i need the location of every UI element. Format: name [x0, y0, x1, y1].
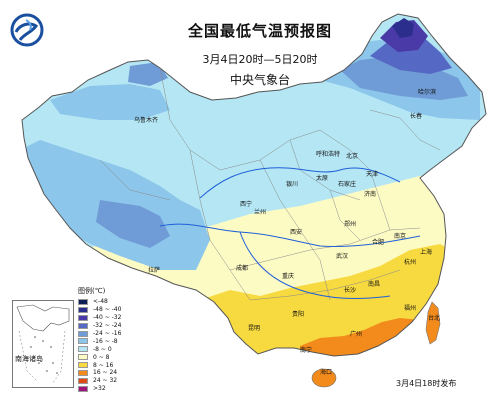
city-taiyuan: 太原	[316, 174, 328, 182]
inset-label: 南海诸岛	[15, 355, 43, 363]
legend-label: -16 ~ -8	[93, 337, 118, 345]
china-border	[21, 13, 487, 357]
city-kunming: 昆明	[248, 325, 260, 332]
legend-entry: -16 ~ -8	[78, 337, 158, 345]
legend-entry: 0 ~ 8	[78, 353, 158, 361]
city-guangzhou: 广州	[350, 330, 362, 338]
legend-label: -8 ~ 0	[93, 345, 112, 353]
legend: 图例(℃) <-48 -48 ~ -40 -40 ~ -32 -32 ~ -24 -24…	[78, 286, 158, 393]
map-title: 全国最低气温预报图	[187, 22, 332, 40]
city-changsha: 长沙	[344, 286, 356, 294]
legend-label: -32 ~ -24	[93, 322, 122, 330]
legend-label: 24 ~ 32	[93, 377, 118, 385]
legend-swatch	[78, 322, 88, 329]
legend-entry: -40 ~ -32	[78, 314, 158, 322]
city-labels: 哈尔滨 长春 乌鲁木齐 呼和浩特 北京 天津 石家庄 太原 济南 银川 西宁 兰…	[134, 88, 440, 376]
legend-swatch	[78, 298, 88, 305]
legend-swatch	[78, 354, 88, 361]
organization: 中央气象台	[229, 73, 290, 87]
legend-label: 0 ~ 8	[93, 353, 110, 361]
legend-swatch	[78, 314, 88, 321]
legend-entry: 16 ~ 24	[78, 369, 158, 377]
legend-label: >32	[93, 385, 106, 393]
city-yinchuan: 银川	[286, 180, 298, 188]
south-china-sea-inset: 南海诸岛	[12, 300, 74, 388]
city-lanzhou: 兰州	[254, 208, 266, 216]
legend-entry: <-48	[78, 298, 158, 306]
legend-label: <-48	[93, 298, 108, 306]
city-nanjing: 南京	[394, 232, 406, 240]
legend-label: -40 ~ -32	[93, 314, 122, 322]
legend-title: 图例(℃)	[78, 287, 106, 295]
legend-label: -48 ~ -40	[93, 306, 122, 314]
cma-logo	[10, 13, 44, 47]
legend-swatch	[78, 362, 88, 369]
legend-swatch	[78, 306, 88, 313]
title-block: 全国最低气温预报图 3月4日20时—5日20时 中央气象台	[170, 20, 350, 88]
city-lhasa: 拉萨	[148, 266, 160, 274]
legend-swatch	[78, 330, 88, 337]
city-harbin: 哈尔滨	[418, 88, 436, 96]
city-changchun: 长春	[410, 112, 422, 120]
city-chengdu: 成都	[236, 264, 248, 272]
city-nanning: 南宁	[300, 346, 312, 354]
inset-map	[16, 304, 70, 384]
hainan-island	[311, 368, 337, 388]
city-haikou: 海口	[320, 368, 332, 376]
legend-entry: -32 ~ -24	[78, 322, 158, 330]
city-shijiazhuang: 石家庄	[338, 180, 356, 188]
legend-swatch	[78, 369, 88, 376]
city-taipei: 台北	[428, 314, 440, 322]
rivers	[159, 167, 421, 299]
legend-label: -24 ~ -16	[93, 330, 122, 337]
city-zhengzhou: 郑州	[344, 220, 356, 228]
city-wuhan: 武汉	[336, 252, 348, 260]
legend-entry: >32	[78, 385, 158, 393]
city-shanghai: 上海	[420, 248, 432, 256]
legend-swatch	[78, 338, 88, 345]
legend-entry: 8 ~ 16	[78, 361, 158, 369]
issue-note: 3月4日18时发布	[396, 379, 457, 388]
city-xining: 西宁	[240, 200, 252, 208]
legend-swatch	[78, 377, 88, 384]
city-hangzhou: 杭州	[404, 258, 416, 266]
legend-label: 8 ~ 16	[93, 361, 114, 369]
city-beijing: 北京	[346, 152, 358, 160]
legend-rows: <-48 -48 ~ -40 -40 ~ -32 -32 ~ -24 -24 ~ -16…	[78, 298, 158, 393]
city-hohhot: 呼和浩特	[316, 150, 340, 158]
taiwan-island	[425, 301, 441, 345]
city-fuzhou: 福州	[404, 304, 416, 312]
city-nanchang: 南昌	[368, 280, 380, 288]
legend-entry: -8 ~ 0	[78, 345, 158, 353]
city-tianjin: 天津	[366, 171, 378, 178]
city-hefei: 合肥	[372, 238, 384, 246]
city-jinan: 济南	[364, 190, 376, 198]
legend-entry: -24 ~ -16	[78, 330, 158, 338]
city-guiyang: 贵阳	[292, 310, 304, 318]
legend-swatch	[78, 346, 88, 353]
legend-label: 16 ~ 24	[93, 369, 118, 377]
legend-entry: 24 ~ 32	[78, 377, 158, 385]
city-xian: 西安	[290, 228, 302, 236]
date-range: 3月4日20时—5日20时	[202, 53, 318, 66]
city-chongqing: 重庆	[282, 272, 294, 280]
legend-swatch	[78, 385, 88, 392]
city-urumqi: 乌鲁木齐	[134, 116, 158, 124]
legend-entry: -48 ~ -40	[78, 306, 158, 314]
